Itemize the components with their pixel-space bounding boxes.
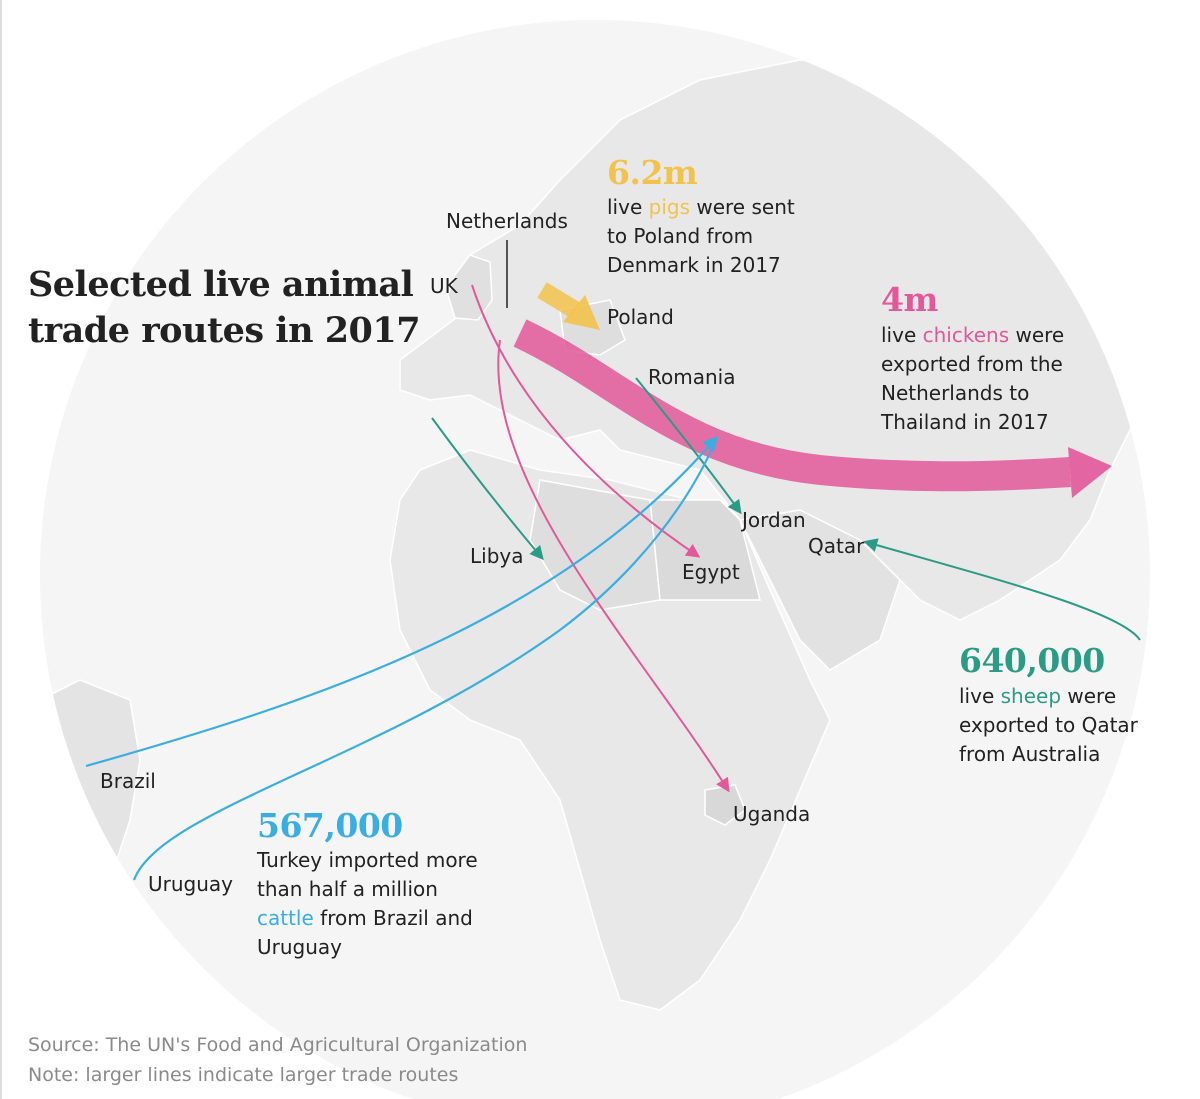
pigs-figure: 6.2m [607,153,698,192]
route-cattle-uruguay-turkey [132,439,718,881]
source-note: Source: The UN's Food and Agricultural O… [28,1034,528,1056]
cattle-post: from Brazil and [313,906,473,930]
chickens-figure: 4m [881,280,938,319]
chickens-line-1: live chickens were [881,321,1064,350]
title-line-1: Selected live animal [28,264,414,305]
chickens-description: live chickens were exported from the Net… [881,321,1064,437]
chart-title: Selected live animal trade routes in 201… [28,262,421,354]
chickens-post: were [1009,323,1065,347]
route-pigs-arrowhead [563,295,600,330]
label-uganda: Uganda [733,802,811,826]
pigs-line-2: to Poland from [607,224,754,248]
sheep-figure: 640,000 [959,641,1105,680]
route-chickens-uk-egypt [471,284,701,558]
cattle-animal: cattle [257,906,314,930]
chickens-line-2: exported from the [881,352,1063,376]
title-line-2: trade routes in 2017 [28,310,421,351]
route-sheep-romania-jordan [635,377,742,515]
land-arabia [738,509,901,671]
chickens-line-3: Netherlands to [881,381,1030,405]
route-sheep-australia-qatar [863,538,1141,641]
pigs-post: were sent [690,195,795,219]
sheep-animal: sheep [1000,684,1062,708]
pigs-line-3: Denmark in 2017 [607,253,781,277]
label-brazil: Brazil [100,769,156,793]
chickens-animal: chickens [922,323,1010,347]
sheep-pre: live [959,684,1001,708]
pigs-pre: live [607,195,649,219]
sheep-description: live sheep were exported to Qatar from A… [959,682,1138,769]
land-libya [529,479,661,611]
pigs-line-1: live pigs were sent [607,193,795,222]
route-sheep-spain-libya [431,417,544,561]
land-uganda [704,784,746,826]
sheep-post: were [1061,684,1117,708]
label-uruguay: Uruguay [148,872,233,896]
route-chickens-arrowhead [1068,447,1112,498]
size-note: Note: larger lines indicate larger trade… [28,1064,459,1086]
cattle-description: Turkey imported more than half a million… [257,846,478,962]
label-egypt: Egypt [682,560,740,584]
label-romania: Romania [648,365,736,389]
label-jordan: Jordan [742,508,806,532]
cattle-line-1: Turkey imported more [257,848,478,872]
sheep-line-2: exported to Qatar [959,713,1138,737]
sheep-line-3: from Australia [959,742,1101,766]
sheep-line-1: live sheep were [959,682,1138,711]
chickens-pre: live [881,323,923,347]
cattle-figure: 567,000 [257,806,403,845]
label-poland: Poland [607,305,674,329]
cattle-line-2: than half a million [257,877,438,901]
label-qatar: Qatar [808,534,865,558]
cattle-line-3: cattle from Brazil and [257,904,478,933]
route-chickens-netherlands-thailand [513,319,1071,492]
route-cattle-brazil-turkey [85,435,719,768]
land-south-america [40,679,141,962]
cattle-line-4: Uruguay [257,935,342,959]
route-pigs-denmark-poland [537,282,580,318]
left-border [0,0,2,1099]
chickens-line-4: Thailand in 2017 [881,410,1049,434]
label-uk: UK [430,274,458,298]
pigs-animal: pigs [648,195,690,219]
land-uk [447,254,493,321]
label-libya: Libya [470,544,524,568]
label-netherlands: Netherlands [446,209,568,233]
pigs-description: live pigs were sent to Poland from Denma… [607,193,795,280]
